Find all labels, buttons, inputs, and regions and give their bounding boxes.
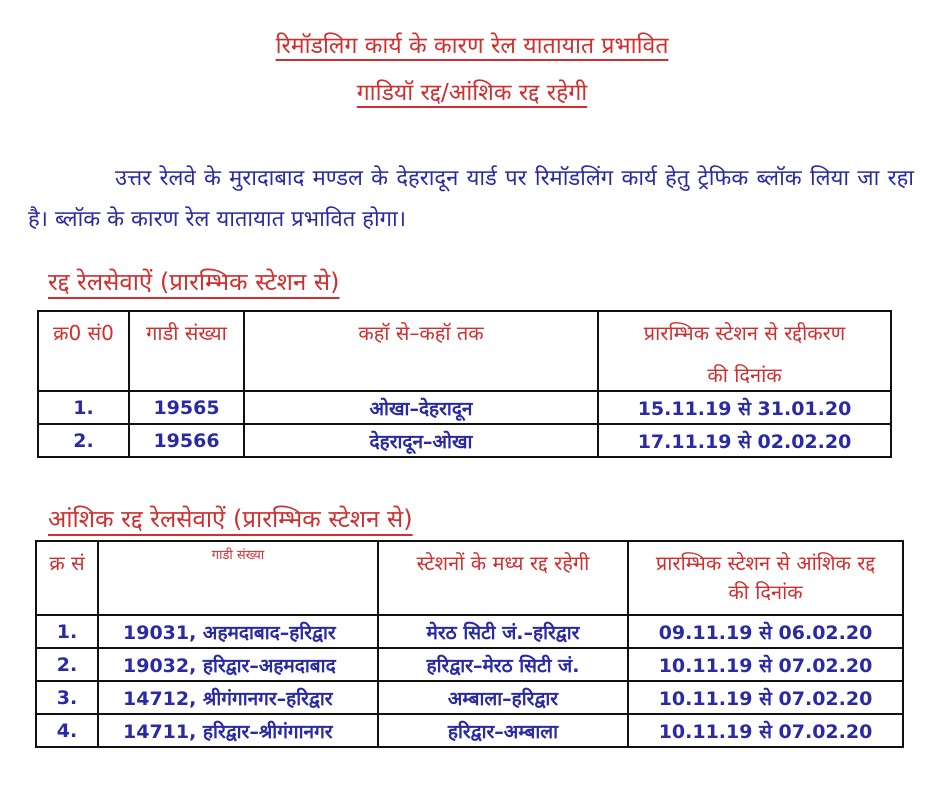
page-title: रिमॉडलिग कार्य के कारण रेल यातायात प्रभा…: [0, 0, 944, 61]
page-title-text: रिमॉडलिग कार्य के कारण रेल यातायात प्रभा…: [275, 33, 669, 59]
cell-cancelled-between: अम्बाला–हरिद्वार: [377, 680, 629, 715]
page-subtitle: गाडियॉ रद्द/आंशिक रद्द रहेगी: [0, 78, 944, 108]
header-partial-cancellation-dates: प्रारम्भिक स्टेशन से आंशिक रद्द की दिनां…: [627, 540, 904, 616]
header-cancellation-dates-line2: की दिनांक: [707, 363, 782, 387]
cell-train-number-route: 19031, अहमदाबाद–हरिद्वार: [97, 614, 379, 649]
header-partial-cancellation-dates-line1: प्रारम्भिक स्टेशन से आंशिक रद्द: [655, 551, 876, 575]
cancelled-section-heading: रद्द रेलसेवाऐं (प्रारम्भिक स्टेशन से): [48, 268, 340, 296]
table-row: 3. 14712, श्रीगंगानगर–हरिद्वार अम्बाला–ह…: [35, 680, 904, 715]
table-row: 4. 14711, हरिद्वार–श्रीगंगानगर हरिद्वार–…: [35, 713, 904, 748]
header-cancelled-between: स्टेशनों के मध्य रद्द रहेगी: [377, 540, 629, 616]
cell-serial: 1.: [37, 390, 130, 425]
cell-dates: 09.11.19 से 06.02.20: [627, 614, 904, 649]
cell-cancelled-between: हरिद्वार–अम्बाला: [377, 713, 629, 748]
intro-paragraph: उत्तर रेलवे के मुरादाबाद मण्डल के देहराद…: [28, 166, 914, 232]
header-train-number: गाडी संख्या: [97, 540, 379, 616]
cell-train-number-route: 14711, हरिद्वार–श्रीगंगानगर: [97, 713, 379, 748]
cell-route: ओखा–देहरादून: [243, 390, 599, 425]
cell-serial: 1.: [35, 614, 99, 649]
cancelled-trains-table: क्र0 सं0 गाडी संख्या कहॉ से–कहॉ तक प्रार…: [37, 310, 892, 458]
cell-dates: 10.11.19 से 07.02.20: [627, 713, 904, 748]
cell-serial: 2.: [35, 647, 99, 682]
table-row: 1. 19565 ओखा–देहरादून 15.11.19 से 31.01.…: [37, 390, 892, 425]
partial-table-header-row: क्र सं गाडी संख्या स्टेशनों के मध्य रद्द…: [35, 540, 904, 616]
cell-train-number-route: 14712, श्रीगंगानगर–हरिद्वार: [97, 680, 379, 715]
cell-dates: 10.11.19 से 07.02.20: [627, 680, 904, 715]
header-partial-cancellation-dates-line2: की दिनांक: [728, 580, 803, 604]
partially-cancelled-trains-table: क्र सं गाडी संख्या स्टेशनों के मध्य रद्द…: [35, 540, 904, 748]
header-cancellation-dates-line1: प्रारम्भिक स्टेशन से रद्दीकरण: [643, 321, 846, 345]
cell-dates: 15.11.19 से 31.01.20: [597, 390, 892, 425]
cell-cancelled-between: हरिद्वार–मेरठ सिटी जं.: [377, 647, 629, 682]
cell-serial: 2.: [37, 423, 130, 458]
table-row: 2. 19566 देहरादून–ओखा 17.11.19 से 02.02.…: [37, 423, 892, 458]
header-serial-number: क्र0 सं0: [37, 310, 130, 392]
header-serial-number: क्र सं: [35, 540, 99, 616]
cell-train-number-route: 19032, हरिद्वार–अहमदाबाद: [97, 647, 379, 682]
header-cancellation-dates: प्रारम्भिक स्टेशन से रद्दीकरण की दिनांक: [597, 310, 892, 392]
cell-train-number: 19566: [128, 423, 245, 458]
table-row: 2. 19032, हरिद्वार–अहमदाबाद हरिद्वार–मेर…: [35, 647, 904, 682]
table-row: 1. 19031, अहमदाबाद–हरिद्वार मेरठ सिटी जं…: [35, 614, 904, 649]
partial-section-heading: आंशिक रद्द रेलसेवाऐं (प्रारम्भिक स्टेशन …: [48, 505, 413, 533]
cell-dates: 17.11.19 से 02.02.20: [597, 423, 892, 458]
cell-train-number: 19565: [128, 390, 245, 425]
cancelled-table-header-row: क्र0 सं0 गाडी संख्या कहॉ से–कहॉ तक प्रार…: [37, 310, 892, 392]
cell-cancelled-between: मेरठ सिटी जं.–हरिद्वार: [377, 614, 629, 649]
cell-route: देहरादून–ओखा: [243, 423, 599, 458]
cell-serial: 4.: [35, 713, 99, 748]
cell-serial: 3.: [35, 680, 99, 715]
header-route: कहॉ से–कहॉ तक: [243, 310, 599, 392]
cell-dates: 10.11.19 से 07.02.20: [627, 647, 904, 682]
header-train-number: गाडी संख्या: [128, 310, 245, 392]
page-subtitle-text: गाडियॉ रद्द/आंशिक रद्द रहेगी: [356, 80, 588, 106]
